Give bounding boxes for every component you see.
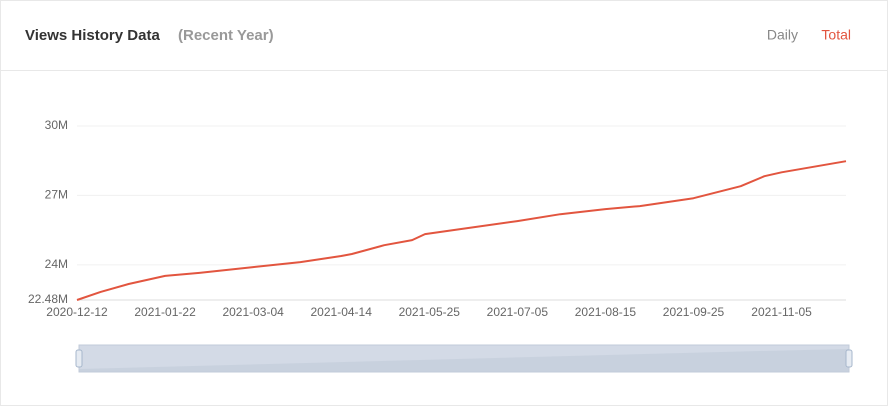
x-tick-label: 2021-04-14 (311, 305, 373, 319)
tabs: Daily Total (767, 27, 851, 43)
x-tick-label: 2021-01-22 (134, 305, 196, 319)
x-tick-label: 2021-03-04 (222, 305, 284, 319)
chart-title: Views History Data (25, 27, 160, 44)
zoom-handle[interactable] (75, 349, 83, 368)
y-tick-label: 27M (45, 188, 68, 202)
x-tick-label: 2021-09-25 (663, 305, 725, 319)
tab[interactable]: Total (821, 27, 851, 43)
x-tick-label: 2021-08-15 (575, 305, 637, 319)
x-tick-label: 2021-11-05 (751, 305, 812, 319)
x-tick-label: 2021-05-25 (399, 305, 461, 319)
tab[interactable]: Daily (767, 27, 798, 43)
y-tick-label: 22.48M (28, 292, 68, 306)
chart-subtitle: (Recent Year) (178, 27, 274, 44)
x-tick-label: 2020-12-12 (46, 305, 108, 319)
zoom-slider (75, 344, 853, 373)
y-tick-label: 24M (45, 257, 68, 271)
zoom-handle[interactable] (845, 349, 853, 368)
x-tick-label: 2021-07-05 (487, 305, 549, 319)
y-tick-label: 30M (45, 118, 68, 132)
line (76, 160, 847, 301)
zoom-preview (79, 349, 849, 372)
